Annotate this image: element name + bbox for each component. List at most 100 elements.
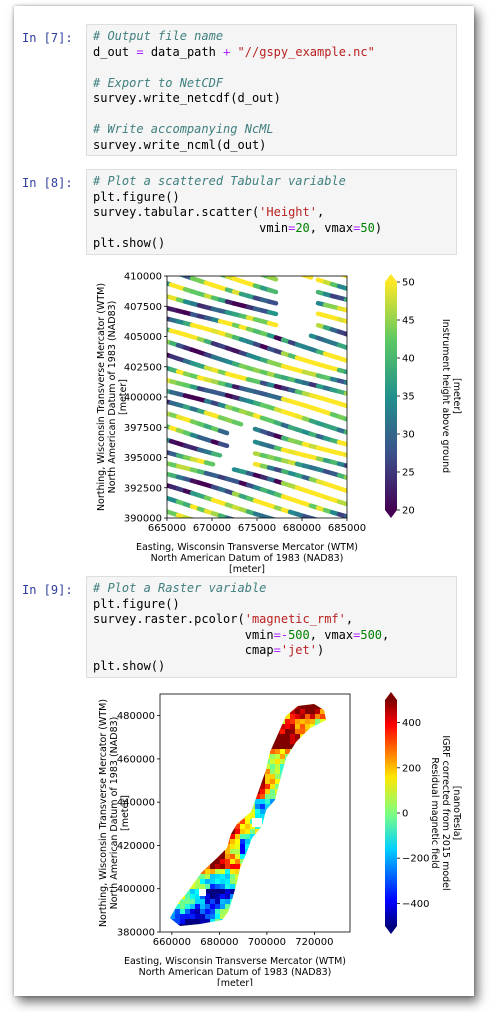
raster-cell xyxy=(275,774,280,779)
raster-cell xyxy=(215,864,220,869)
raster-cell xyxy=(240,859,245,864)
code-line: vmin=20, vmax=50) xyxy=(93,221,450,237)
raster-cell xyxy=(225,869,230,874)
scatter-point xyxy=(157,567,164,569)
code-token: = xyxy=(288,220,296,235)
code-token xyxy=(230,45,237,59)
raster-cell xyxy=(235,849,240,854)
raster-cell xyxy=(225,874,230,879)
raster-cell xyxy=(240,819,245,824)
raster-cell xyxy=(285,744,290,749)
colorbar-tick-label: 30 xyxy=(402,430,415,441)
code-input[interactable]: # Output file name d_out = data_path + "/… xyxy=(86,24,457,156)
raster-cell xyxy=(200,894,205,899)
colorbar-label: [meter] xyxy=(451,378,462,414)
raster-cell xyxy=(200,879,205,884)
code-line: # Plot a scattered Tabular variable xyxy=(93,174,450,190)
raster-cell xyxy=(280,744,285,749)
raster-cell xyxy=(205,919,210,924)
code-token: d_out xyxy=(93,44,137,59)
raster-cell xyxy=(285,724,290,729)
raster-no-data xyxy=(199,889,206,896)
raster-cell xyxy=(300,724,305,729)
scatter-point xyxy=(157,267,164,269)
scatter-point xyxy=(266,287,279,295)
raster-cell xyxy=(285,739,290,744)
raster-cell xyxy=(280,724,285,729)
raster-cell xyxy=(200,914,205,919)
raster-cell xyxy=(240,839,245,844)
colorbar-tick-label: 50 xyxy=(402,278,415,289)
y-tick-label: 420000 xyxy=(117,841,155,852)
raster-cell xyxy=(180,924,185,926)
raster-cell xyxy=(195,909,200,914)
raster-cell xyxy=(180,909,185,914)
raster-cell xyxy=(195,919,200,924)
y-tick-label: 410000 xyxy=(124,272,162,283)
raster-cell xyxy=(195,894,200,899)
raster-cell xyxy=(225,849,230,854)
scatter-point xyxy=(206,569,213,571)
raster-cell xyxy=(205,914,210,919)
code-input[interactable]: # Plot a Raster variable plt.figure() surv… xyxy=(86,576,457,678)
raster-cell xyxy=(220,894,225,899)
code-input[interactable]: # Plot a scattered Tabular variable plt.f… xyxy=(86,169,457,255)
code-token: # Plot a Raster variable xyxy=(93,581,267,595)
raster-cell xyxy=(270,759,275,764)
scatter-point xyxy=(274,517,278,518)
raster-cell xyxy=(175,904,180,909)
y-axis-label: Northing, Wisconsin Transverse Mercator … xyxy=(98,699,109,927)
cell-prompt: In [8]: xyxy=(22,176,73,190)
raster-cell xyxy=(225,879,230,884)
colorbar xyxy=(385,282,397,510)
code-token: plt.show() xyxy=(93,658,166,673)
raster-cell xyxy=(220,869,225,874)
code-token: plt.figure() xyxy=(93,189,180,204)
scatter-point xyxy=(171,571,178,573)
raster-cell xyxy=(290,744,295,749)
scatter-point xyxy=(206,535,213,537)
scatter-point xyxy=(157,316,164,318)
x-axis-label: North American Datum of 1983 (NAD83) xyxy=(151,553,344,564)
colorbar-tick-label: −200 xyxy=(402,854,429,865)
raster-cell xyxy=(280,764,285,769)
cell-prompt: In [7]: xyxy=(22,31,73,45)
scatter-point xyxy=(258,276,264,277)
raster-cell xyxy=(205,874,210,879)
raster-cell xyxy=(275,739,280,744)
raster-cell xyxy=(200,884,205,889)
raster-cell xyxy=(210,864,215,869)
raster-cell xyxy=(260,794,265,799)
raster-cell xyxy=(190,899,195,904)
scatter-point xyxy=(299,276,307,278)
raster-cell xyxy=(170,914,175,919)
scatter-point xyxy=(248,535,255,537)
y-axis-label: Northing, Wisconsin Transverse Mercator … xyxy=(96,283,107,511)
scatter-figure: 665000 670000 675000 680000 685000 390000 3925… xyxy=(96,264,462,576)
colorbar-tick-label: 200 xyxy=(402,763,421,774)
x-tick-label: 675000 xyxy=(238,523,276,534)
raster-cell xyxy=(235,829,240,834)
raster-cell xyxy=(305,724,310,729)
code-line xyxy=(93,107,450,123)
raster-cell xyxy=(245,819,250,824)
scatter-point xyxy=(266,309,279,317)
y-tick-label: 407500 xyxy=(124,302,162,313)
colorbar-label: Residual magnetic field xyxy=(429,757,440,868)
raster-cell xyxy=(215,904,220,909)
scatter-point xyxy=(346,264,353,265)
raster-cell xyxy=(305,714,310,719)
raster-cell xyxy=(210,904,215,909)
raster-cell xyxy=(250,814,255,819)
raster-cell xyxy=(235,864,240,869)
raster-cell xyxy=(260,789,265,794)
raster-cell xyxy=(190,914,195,919)
scatter-flight-lines xyxy=(157,264,353,573)
code-line: plt.show() xyxy=(93,659,450,675)
scatter-point xyxy=(199,267,206,269)
code-line: # Export to NetCDF xyxy=(93,76,450,92)
raster-cell xyxy=(220,889,225,894)
colorbar-extend-max xyxy=(385,274,397,282)
scatter-point xyxy=(164,269,171,271)
scatter-point xyxy=(339,276,347,278)
